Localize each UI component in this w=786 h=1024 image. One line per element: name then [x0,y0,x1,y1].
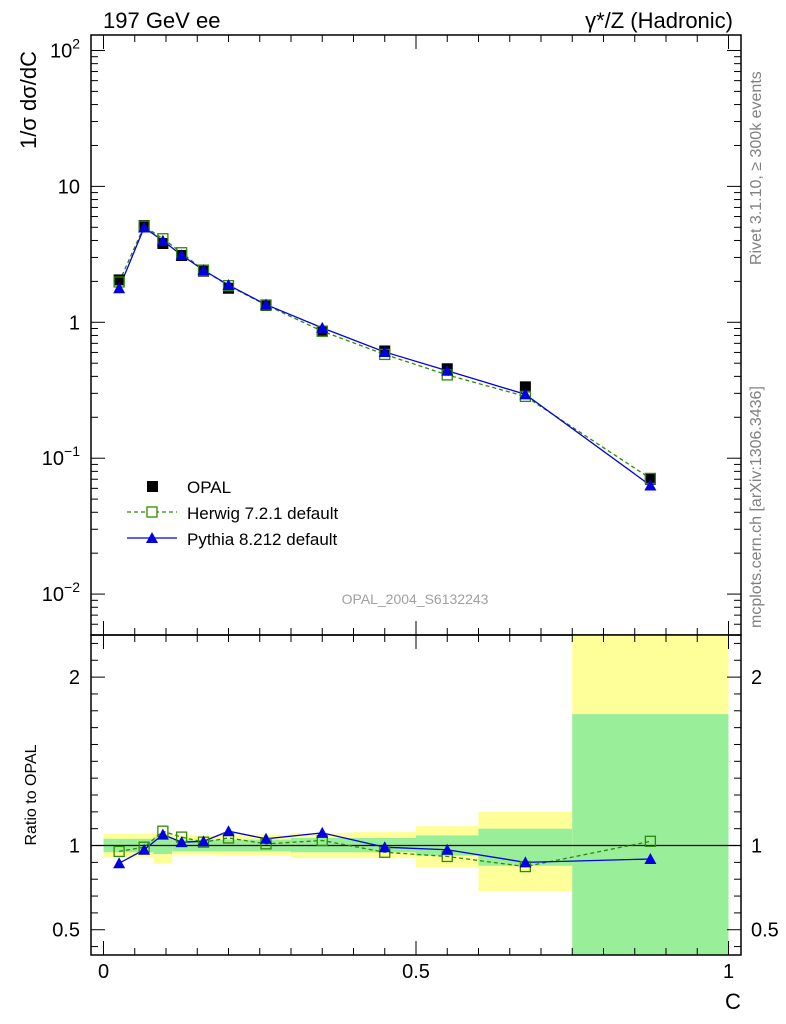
pythia-point [519,388,532,400]
pythia-point [316,321,329,333]
ratio-bands [103,635,729,955]
header-process: γ*/Z (Hadronic) [585,8,733,33]
ratio-axis-ticks [91,635,741,955]
legend-herwig-label: Herwig 7.2.1 default [187,504,338,523]
pythia-point [197,264,210,276]
herwig-ratio-point [113,845,125,858]
pythia-point [378,345,391,357]
pythia-ratio-point [519,856,532,868]
mcplots-reference-text: mcplots.cern.ch [arXiv:1306.3436] [748,386,765,628]
header-energy: 197 GeV ee [103,8,220,33]
pythia-point [644,479,657,491]
pythia-point [222,279,235,291]
ratio-markers [113,825,657,873]
legend-pythia-label: Pythia 8.212 default [187,530,338,549]
pythia-ratio-point [156,828,169,840]
ratio-ytick-label: 0.5 [52,920,80,942]
xtick-label: 0 [98,961,109,983]
rivet-version-text: Rivet 3.1.10, ≥ 300k events [748,71,765,265]
herwig-ratio-point [644,835,657,847]
pythia-ratio-point [441,843,454,855]
main-ytick-label: 10−1 [42,443,80,470]
pythia-ratio-point [222,825,235,837]
ratio-ytick-label-right: 2 [751,667,762,689]
herwig-ratio-line [119,830,651,868]
pythia-ratio-point [138,843,151,855]
xtick-label: 0.5 [402,961,430,983]
legend: OPAL Herwig 7.2.1 default Pythia 8.212 d… [127,478,338,549]
analysis-id: OPAL_2004_S6132243 [342,591,489,607]
ratio-ytick-label-right: 1 [751,836,762,858]
main-tick-labels: 102 10 1 10−1 10−2 [42,35,80,606]
ratio-panel: 0.5 0.5 1 1 2 2 0 0.5 1 Ratio to OPAL C [23,634,779,1014]
main-axis-ticks [91,35,741,636]
pythia-point [113,282,126,294]
main-markers [113,220,657,491]
pythia-point [138,221,151,233]
opal-point [113,274,125,286]
pythia-ratio-point [113,857,126,869]
main-ytick-label: 10−2 [42,579,80,606]
ratio-band-inner [572,714,729,955]
pythia-ratio-point [316,826,329,838]
main-ytick-label: 10 [58,176,80,198]
ratio-ytick-label: 2 [69,667,80,689]
legend-pythia-marker [146,532,158,543]
pythia-point [175,249,188,261]
legend-herwig-marker [146,506,158,518]
opal-point [644,473,656,485]
ratio-ytick-label: 1 [69,836,80,858]
ratio-tick-labels: 0.5 0.5 1 1 2 2 0 0.5 1 [52,667,779,983]
main-ytick-label: 1 [69,312,80,334]
legend-opal-marker [147,481,158,492]
legend-opal-label: OPAL [187,478,231,497]
xtick-label: 1 [723,961,734,983]
opal-point [519,381,531,393]
pythia-point [156,234,169,246]
pythia-point [441,364,454,376]
pythia-ratio-point [378,841,391,853]
pythia-ratio-point [175,836,188,848]
pythia-ratio-point [644,853,657,864]
main-ylabel: 1/σ dσ/dC [16,51,41,149]
ratio-ytick-label-right: 0.5 [751,920,779,942]
ratio-ylabel: Ratio to OPAL [23,744,40,845]
x-axis-label: C [725,989,741,1014]
main-panel: 102 10 1 10−1 10−2 1/σ dσ/dC OPAL_2004_S6132… [16,34,742,636]
main-ytick-label: 102 [50,35,80,62]
pythia-point [260,298,272,310]
pythia-ratio-point [260,832,272,844]
pythia-ratio-point [197,835,210,847]
